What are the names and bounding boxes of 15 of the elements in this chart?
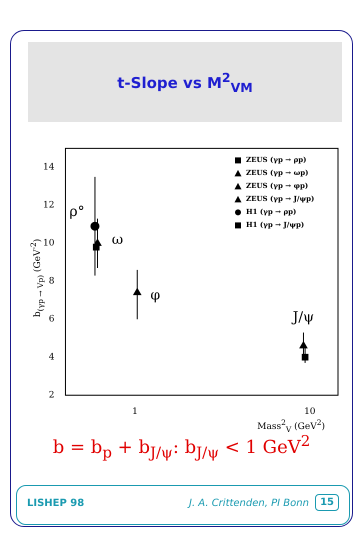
annotation: ω (112, 232, 124, 248)
y-tick-label: 2 (48, 390, 54, 401)
annotation: ρ° (69, 204, 85, 220)
y-tick-label: 8 (48, 276, 55, 287)
footer-box: LISHEP 98 J. A. Crittenden, PI Bonn 15 (16, 485, 350, 525)
x-tick-label: 1 (132, 406, 138, 417)
text: b = b$_{p}$ + b$_{J/ψ}$: b$_{J/ψ}$ < 1 GeV$^{2}$ (52, 432, 312, 462)
y-tick-label: 10 (43, 238, 55, 249)
annotation: φ (150, 287, 160, 304)
annotation: J/ψ (290, 309, 314, 326)
y-tick-label: 4 (48, 352, 55, 363)
y-tick-label: 6 (48, 314, 55, 325)
x-axis-title: Mass$^{2}$$_{V}$ (GeV$^{2}$) (257, 418, 325, 434)
y-tick-label: 14 (43, 162, 55, 173)
y-tick-label: 12 (43, 200, 54, 211)
